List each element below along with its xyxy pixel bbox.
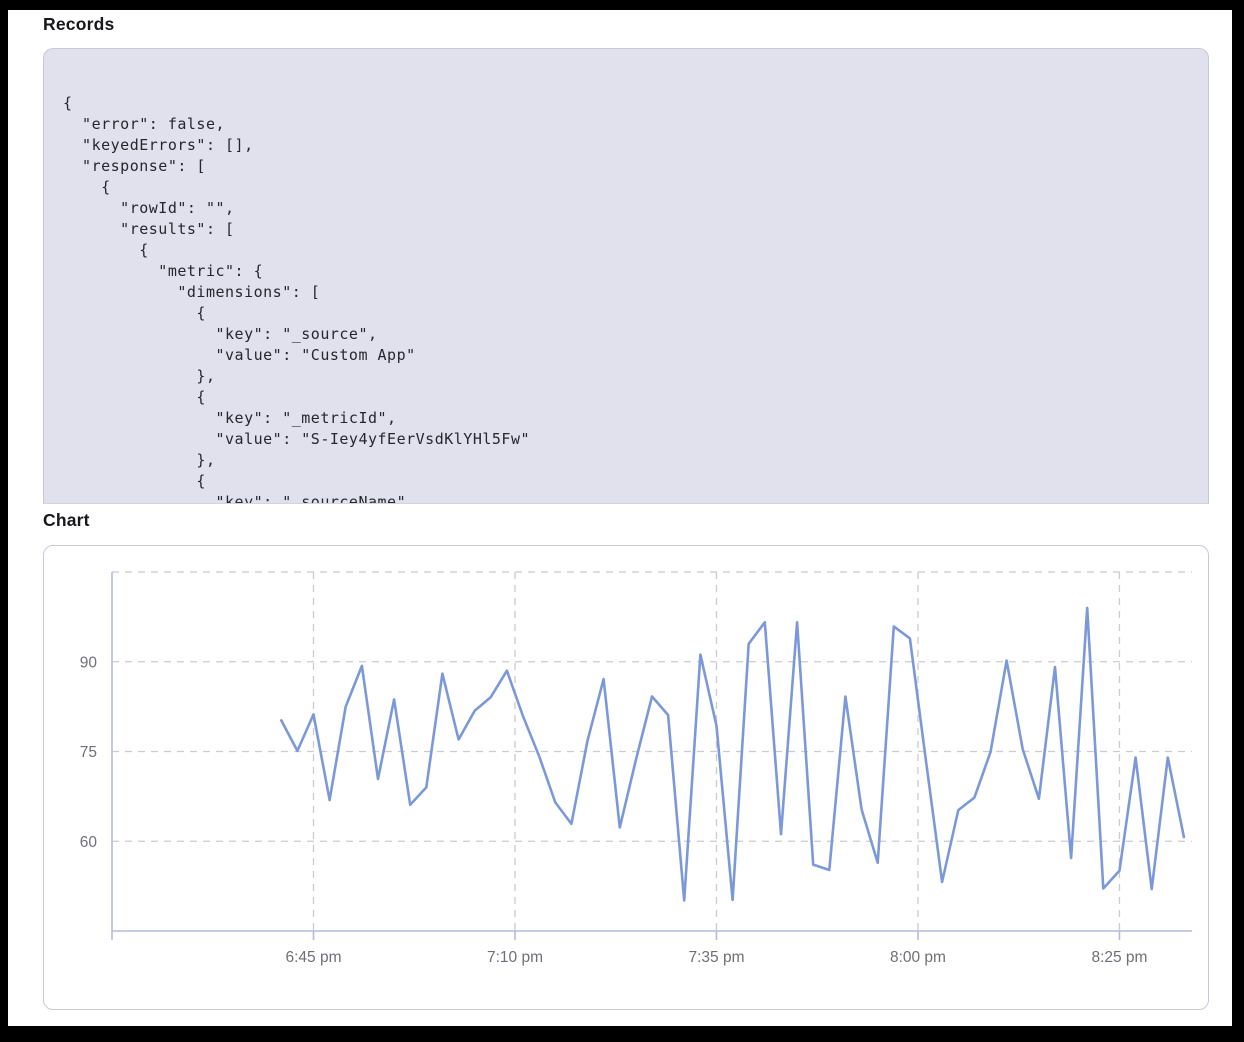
x-axis-label: 6:45 pm (285, 949, 341, 966)
metric-series-line[interactable] (280, 606, 1186, 902)
line-chart[interactable]: 6:45 pm 7:10 pm 7:35 pm 8:00 pm 8:25 pm 60 75 9… (44, 546, 1208, 1009)
x-axis-label: 7:35 pm (688, 949, 744, 966)
records-section-title: Records (43, 14, 115, 34)
chart-panel: 6:45 pm 7:10 pm 7:35 pm 8:00 pm 8:25 pm 60 75 9… (43, 545, 1209, 1010)
chart-section-title: Chart (43, 510, 90, 530)
records-json-text: { "error": false, "keyedErrors": [], "re… (63, 94, 531, 504)
x-axis-label: 7:10 pm (487, 949, 543, 966)
x-axis-label: 8:00 pm (890, 949, 946, 966)
page-background: Records { "error": false, "keyedErrors":… (8, 10, 1232, 1026)
y-axis-label: 90 (80, 654, 98, 671)
x-axis-label: 8:25 pm (1091, 949, 1147, 966)
y-axis-label: 60 (80, 834, 98, 851)
y-axis-label: 75 (80, 744, 97, 761)
records-json-panel[interactable]: { "error": false, "keyedErrors": [], "re… (43, 48, 1209, 504)
